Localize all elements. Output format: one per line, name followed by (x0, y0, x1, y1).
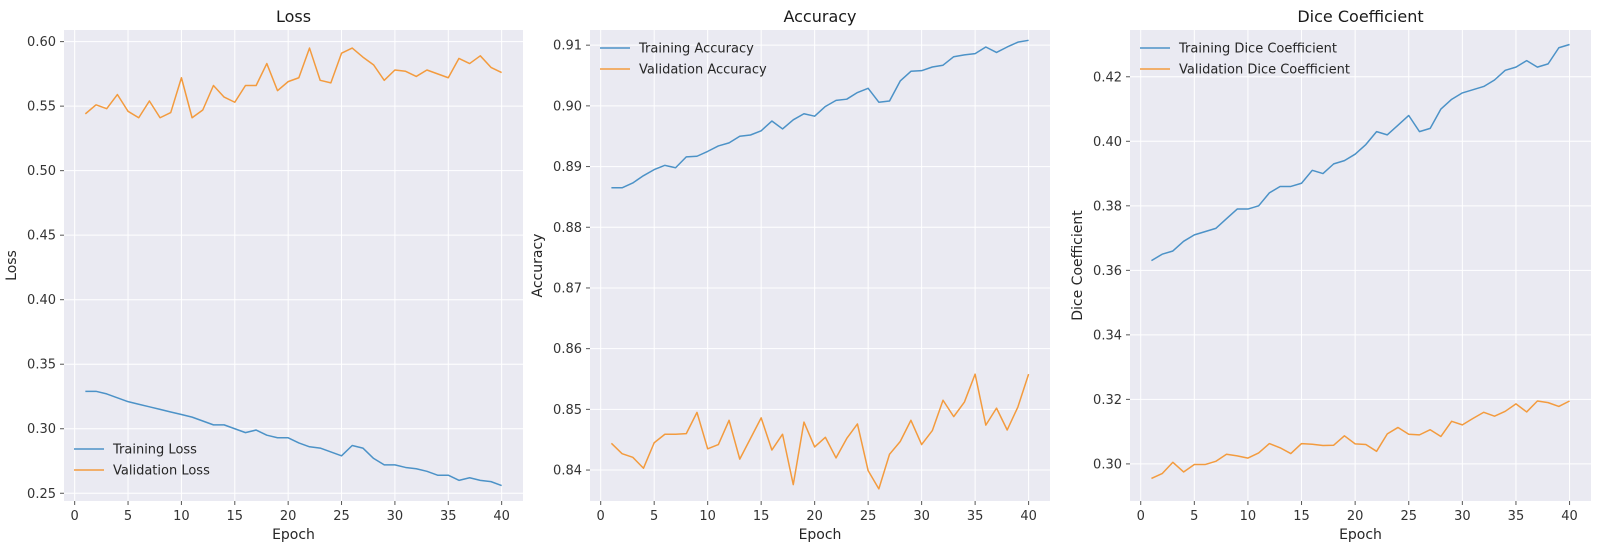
y-tick-label: 0.32 (1093, 393, 1122, 408)
x-tick-label: 10 (1240, 509, 1257, 524)
x-tick-label: 30 (1454, 509, 1471, 524)
series-line-validation-loss (84, 47, 502, 119)
x-tick-label: 5 (1190, 509, 1198, 524)
panel-dice-coefficient: 0 5 10 15 20 25 30 35 40 0.30 0.32 0.34 0.36 0.38 0.40… (1070, 7, 1591, 543)
y-tick-label: 0.35 (27, 358, 56, 373)
y-tick-label: 0.87 (553, 281, 582, 296)
panel-title: Accuracy (783, 7, 856, 26)
x-tick-label: 15 (227, 509, 244, 524)
x-tick-label: 35 (967, 509, 984, 524)
x-tick-label: 0 (597, 509, 605, 524)
x-tick-label: 20 (806, 509, 823, 524)
panel-accuracy: 0 5 10 15 20 25 30 35 40 0.84 0.85 0.86 0.87 0.88 0.89… (530, 7, 1050, 543)
y-tick-label: 0.55 (27, 100, 56, 115)
y-tick-label: 0.25 (27, 487, 56, 502)
y-axis-label: Accuracy (530, 234, 546, 298)
x-axis-label: Epoch (799, 527, 842, 543)
y-tick-label: 0.34 (1093, 328, 1122, 343)
legend: Training Loss Validation Loss (74, 443, 210, 479)
x-tick-label: 15 (753, 509, 770, 524)
y-tick-label: 0.90 (553, 99, 582, 114)
y-tick-label: 0.88 (553, 221, 582, 236)
y-tick-label: 0.30 (27, 422, 56, 437)
y-tick-label: 0.40 (27, 293, 56, 308)
series-line-validation-dice-coefficient (1151, 400, 1570, 480)
x-axis-label: Epoch (1339, 527, 1382, 543)
legend-label: Validation Dice Coefficient (1179, 63, 1350, 78)
legend-label: Training Accuracy (638, 42, 754, 57)
x-tick-label: 40 (493, 509, 510, 524)
legend-label: Validation Loss (113, 464, 210, 479)
series-line-training-loss (85, 390, 502, 487)
plot-area (590, 30, 1050, 501)
x-axis-label: Epoch (272, 527, 315, 543)
y-tick-label: 0.91 (553, 39, 582, 54)
x-tick-label: 25 (333, 509, 350, 524)
y-axis-label: Loss (4, 250, 20, 281)
x-tick-label: 15 (1293, 509, 1310, 524)
y-tick-label: 0.30 (1093, 457, 1122, 472)
x-tick-label: 40 (1020, 509, 1037, 524)
series-line-training-accuracy (611, 39, 1029, 189)
x-tick-label: 35 (1508, 509, 1525, 524)
x-tick-label: 20 (1347, 509, 1364, 524)
panel-title: Dice Coefficient (1297, 7, 1423, 26)
y-tick-label: 0.36 (1093, 264, 1122, 279)
x-tick-label: 35 (440, 509, 457, 524)
x-tick-label: 25 (860, 509, 877, 524)
y-tick-label: 0.50 (27, 164, 56, 179)
panel-loss: 0 5 10 15 20 25 30 35 40 0.25 0.30 0.35 0.40 0.45 0.50… (4, 7, 523, 543)
x-tick-label: 10 (699, 509, 716, 524)
plot-area (64, 30, 523, 501)
x-tick-label: 30 (387, 509, 404, 524)
x-tick-label: 5 (650, 509, 658, 524)
y-tick-label: 0.86 (553, 342, 582, 357)
series-line-training-dice-coefficient (1151, 43, 1570, 262)
y-tick-label: 0.84 (553, 464, 582, 479)
y-tick-label: 0.38 (1093, 199, 1122, 214)
x-tick-label: 10 (173, 509, 190, 524)
y-axis-label: Dice Coefficient (1070, 210, 1086, 321)
legend: Training Accuracy Validation Accuracy (600, 42, 767, 78)
legend-label: Validation Accuracy (639, 63, 767, 78)
x-tick-label: 25 (1400, 509, 1417, 524)
panel-title: Loss (276, 7, 311, 26)
x-tick-label: 5 (124, 509, 132, 524)
x-tick-label: 30 (913, 509, 930, 524)
x-tick-label: 40 (1561, 509, 1578, 524)
series-line-validation-accuracy (610, 373, 1030, 490)
y-tick-label: 0.89 (553, 160, 582, 175)
y-tick-label: 0.85 (553, 403, 582, 418)
x-tick-label: 20 (280, 509, 297, 524)
y-tick-label: 0.45 (27, 229, 56, 244)
x-tick-label: 0 (71, 509, 79, 524)
y-tick-label: 0.42 (1093, 70, 1122, 85)
legend: Training Dice Coefficient Validation Dice… (1140, 42, 1350, 78)
x-tick-label: 0 (1137, 509, 1145, 524)
y-tick-label: 0.40 (1093, 135, 1122, 150)
legend-label: Training Dice Coefficient (1178, 42, 1337, 57)
legend-label: Training Loss (112, 443, 197, 458)
plot-area (1130, 30, 1591, 501)
y-tick-label: 0.60 (27, 35, 56, 50)
